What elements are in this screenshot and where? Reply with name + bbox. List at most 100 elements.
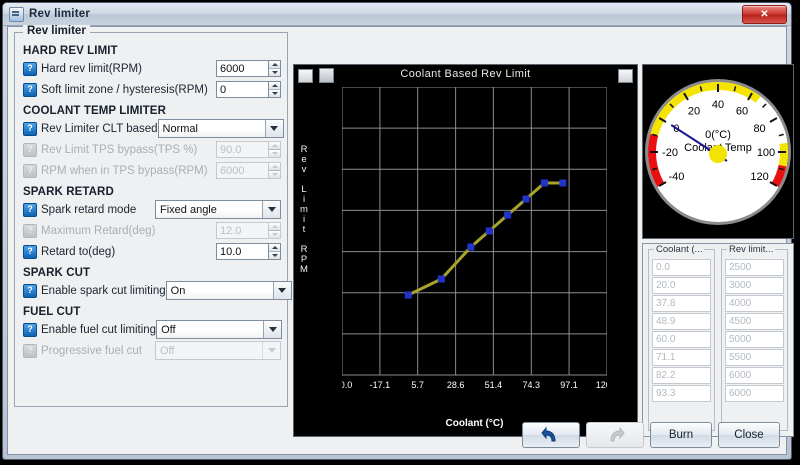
clt-based-dropdown[interactable]: Normal: [157, 119, 284, 138]
spinner-down-button[interactable]: [269, 252, 280, 259]
dropdown-value: Off: [160, 344, 175, 357]
svg-text:-40.0: -40.0: [342, 380, 352, 390]
help-icon[interactable]: ?: [23, 202, 37, 217]
chevron-down-icon[interactable]: [264, 120, 283, 137]
field-retard-to: ? Retard to(deg): [23, 242, 281, 261]
field-label: RPM when in TPS bypass(RPM): [41, 164, 208, 177]
chevron-down-icon[interactable]: [272, 282, 291, 299]
field-spark-retard-mode: ? Spark retard mode Fixed angle: [23, 200, 281, 219]
section-fuel-cut: FUEL CUT: [23, 306, 81, 318]
button-bar: Burn Close: [522, 422, 780, 448]
close-icon[interactable]: ✕: [742, 5, 787, 24]
svg-text:0(°C): 0(°C): [705, 129, 731, 141]
field-clt-based: ? Rev Limiter CLT based Normal: [23, 119, 284, 138]
chart-settings-icon[interactable]: [298, 69, 313, 83]
field-label: Maximum Retard(deg): [41, 224, 156, 237]
field-soft-limit-zone: ? Soft limit zone / hysteresis(RPM): [23, 80, 281, 99]
svg-text:74.3: 74.3: [523, 380, 541, 390]
close-button[interactable]: Close: [718, 422, 780, 448]
chart-x-axis-label: Coolant (°C): [445, 418, 504, 429]
svg-text:40: 40: [712, 99, 724, 111]
tps-bypass-input: [216, 141, 268, 158]
table-cell-coolant[interactable]: 60.0: [652, 331, 711, 348]
svg-text:60: 60: [736, 105, 748, 117]
table-cell-rev-limit[interactable]: 5000: [725, 331, 784, 348]
spinner-up-button: [269, 163, 280, 171]
spinner-up-button[interactable]: [269, 61, 280, 69]
help-icon[interactable]: ?: [23, 61, 37, 76]
table-cell-rev-limit[interactable]: 6000: [725, 385, 784, 402]
spinner-buttons[interactable]: [268, 243, 281, 260]
spinner-buttons[interactable]: [268, 81, 281, 98]
group-legend: Rev limiter: [23, 25, 90, 37]
table-cell-coolant[interactable]: 37.8: [652, 295, 711, 312]
table-cell-rev-limit[interactable]: 6000: [725, 367, 784, 384]
spinner-up-button[interactable]: [269, 244, 280, 252]
soft-limit-zone-spinner[interactable]: [216, 81, 281, 98]
table-cell-rev-limit[interactable]: 3000: [725, 277, 784, 294]
rev-limiter-window: Rev limiter ✕ Rev limiter HARD REV LIMIT…: [2, 2, 794, 460]
hard-rev-limit-spinner[interactable]: [216, 60, 281, 77]
chevron-down-icon[interactable]: [262, 201, 280, 218]
help-icon[interactable]: ?: [23, 283, 37, 298]
coolant-temp-gauge-panel: -40-200204060801001200(°C)Coolant Temp: [642, 64, 794, 239]
field-enable-fuel-cut: ? Enable fuel cut limiting Off: [23, 320, 283, 339]
table-cell-coolant[interactable]: 48.9: [652, 313, 711, 330]
help-icon[interactable]: ?: [23, 322, 37, 337]
window-title: Rev limiter: [29, 8, 91, 20]
table-cell-coolant[interactable]: 71.1: [652, 349, 711, 366]
hard-rev-limit-input[interactable]: [216, 60, 268, 77]
dropdown-value: Fixed angle: [160, 203, 217, 216]
help-icon: ?: [23, 343, 37, 358]
table-cell-rev-limit[interactable]: 2500: [725, 259, 784, 276]
burn-button[interactable]: Burn: [650, 422, 712, 448]
table-cell-rev-limit[interactable]: 4000: [725, 295, 784, 312]
enable-fuel-cut-dropdown[interactable]: Off: [156, 320, 283, 339]
spinner-buttons[interactable]: [268, 60, 281, 77]
spinner-down-button[interactable]: [269, 69, 280, 76]
help-icon[interactable]: ?: [23, 82, 37, 97]
gauge-svg: -40-200204060801001200(°C)Coolant Temp: [645, 78, 791, 225]
table-cell-coolant[interactable]: 93.3: [652, 385, 711, 402]
spinner-down-button[interactable]: [269, 90, 280, 97]
retard-to-input[interactable]: [216, 243, 268, 260]
svg-text:120: 120: [750, 171, 768, 183]
svg-text:-40: -40: [668, 171, 684, 183]
spinner-up-button[interactable]: [269, 82, 280, 90]
section-spark-retard: SPARK RETARD: [23, 186, 114, 198]
field-hard-rev-limit: ? Hard rev limit(RPM): [23, 59, 281, 78]
table-cell-rev-limit[interactable]: 5500: [725, 349, 784, 366]
maximum-retard-spinner: [216, 222, 281, 239]
table-cell-coolant[interactable]: 0.0: [652, 259, 711, 276]
soft-limit-zone-input[interactable]: [216, 81, 268, 98]
enable-spark-cut-dropdown[interactable]: On: [165, 281, 292, 300]
table-cell-coolant[interactable]: 20.0: [652, 277, 711, 294]
table-cell-coolant[interactable]: 82.2: [652, 367, 711, 384]
spinner-up-button: [269, 142, 280, 150]
section-coolant-temp-limiter: COOLANT TEMP LIMITER: [23, 105, 166, 117]
redo-icon: [610, 426, 625, 442]
svg-text:120.0: 120.0: [596, 380, 607, 390]
coolant-column: Coolant (... 0.0 20.0 37.8 48.9 60.0 71.1 82.2…: [648, 244, 715, 431]
spinner-buttons: [268, 162, 281, 179]
window-titlebar[interactable]: Rev limiter ✕: [3, 3, 791, 26]
retard-to-spinner[interactable]: [216, 243, 281, 260]
svg-text:-17.1: -17.1: [370, 380, 391, 390]
chart-edit-icon[interactable]: [319, 68, 334, 83]
field-label: Enable fuel cut limiting: [41, 323, 157, 336]
spark-retard-mode-dropdown[interactable]: Fixed angle: [155, 200, 281, 219]
chevron-down-icon[interactable]: [263, 321, 282, 338]
field-rpm-tps-bypass: ? RPM when in TPS bypass(RPM): [23, 161, 281, 180]
dropdown-value: Normal: [162, 122, 198, 135]
undo-button[interactable]: [522, 422, 580, 448]
field-label: Hard rev limit(RPM): [41, 62, 142, 75]
table-cell-rev-limit[interactable]: 4500: [725, 313, 784, 330]
help-icon[interactable]: ?: [23, 244, 37, 259]
svg-text:-20: -20: [662, 147, 678, 159]
burn-label: Burn: [668, 429, 694, 441]
help-icon[interactable]: ?: [23, 121, 37, 136]
field-maximum-retard: ? Maximum Retard(deg): [23, 221, 281, 240]
field-progressive-fuel-cut: ? Progressive fuel cut Off: [23, 341, 281, 360]
chart-view-icon[interactable]: [618, 69, 633, 83]
